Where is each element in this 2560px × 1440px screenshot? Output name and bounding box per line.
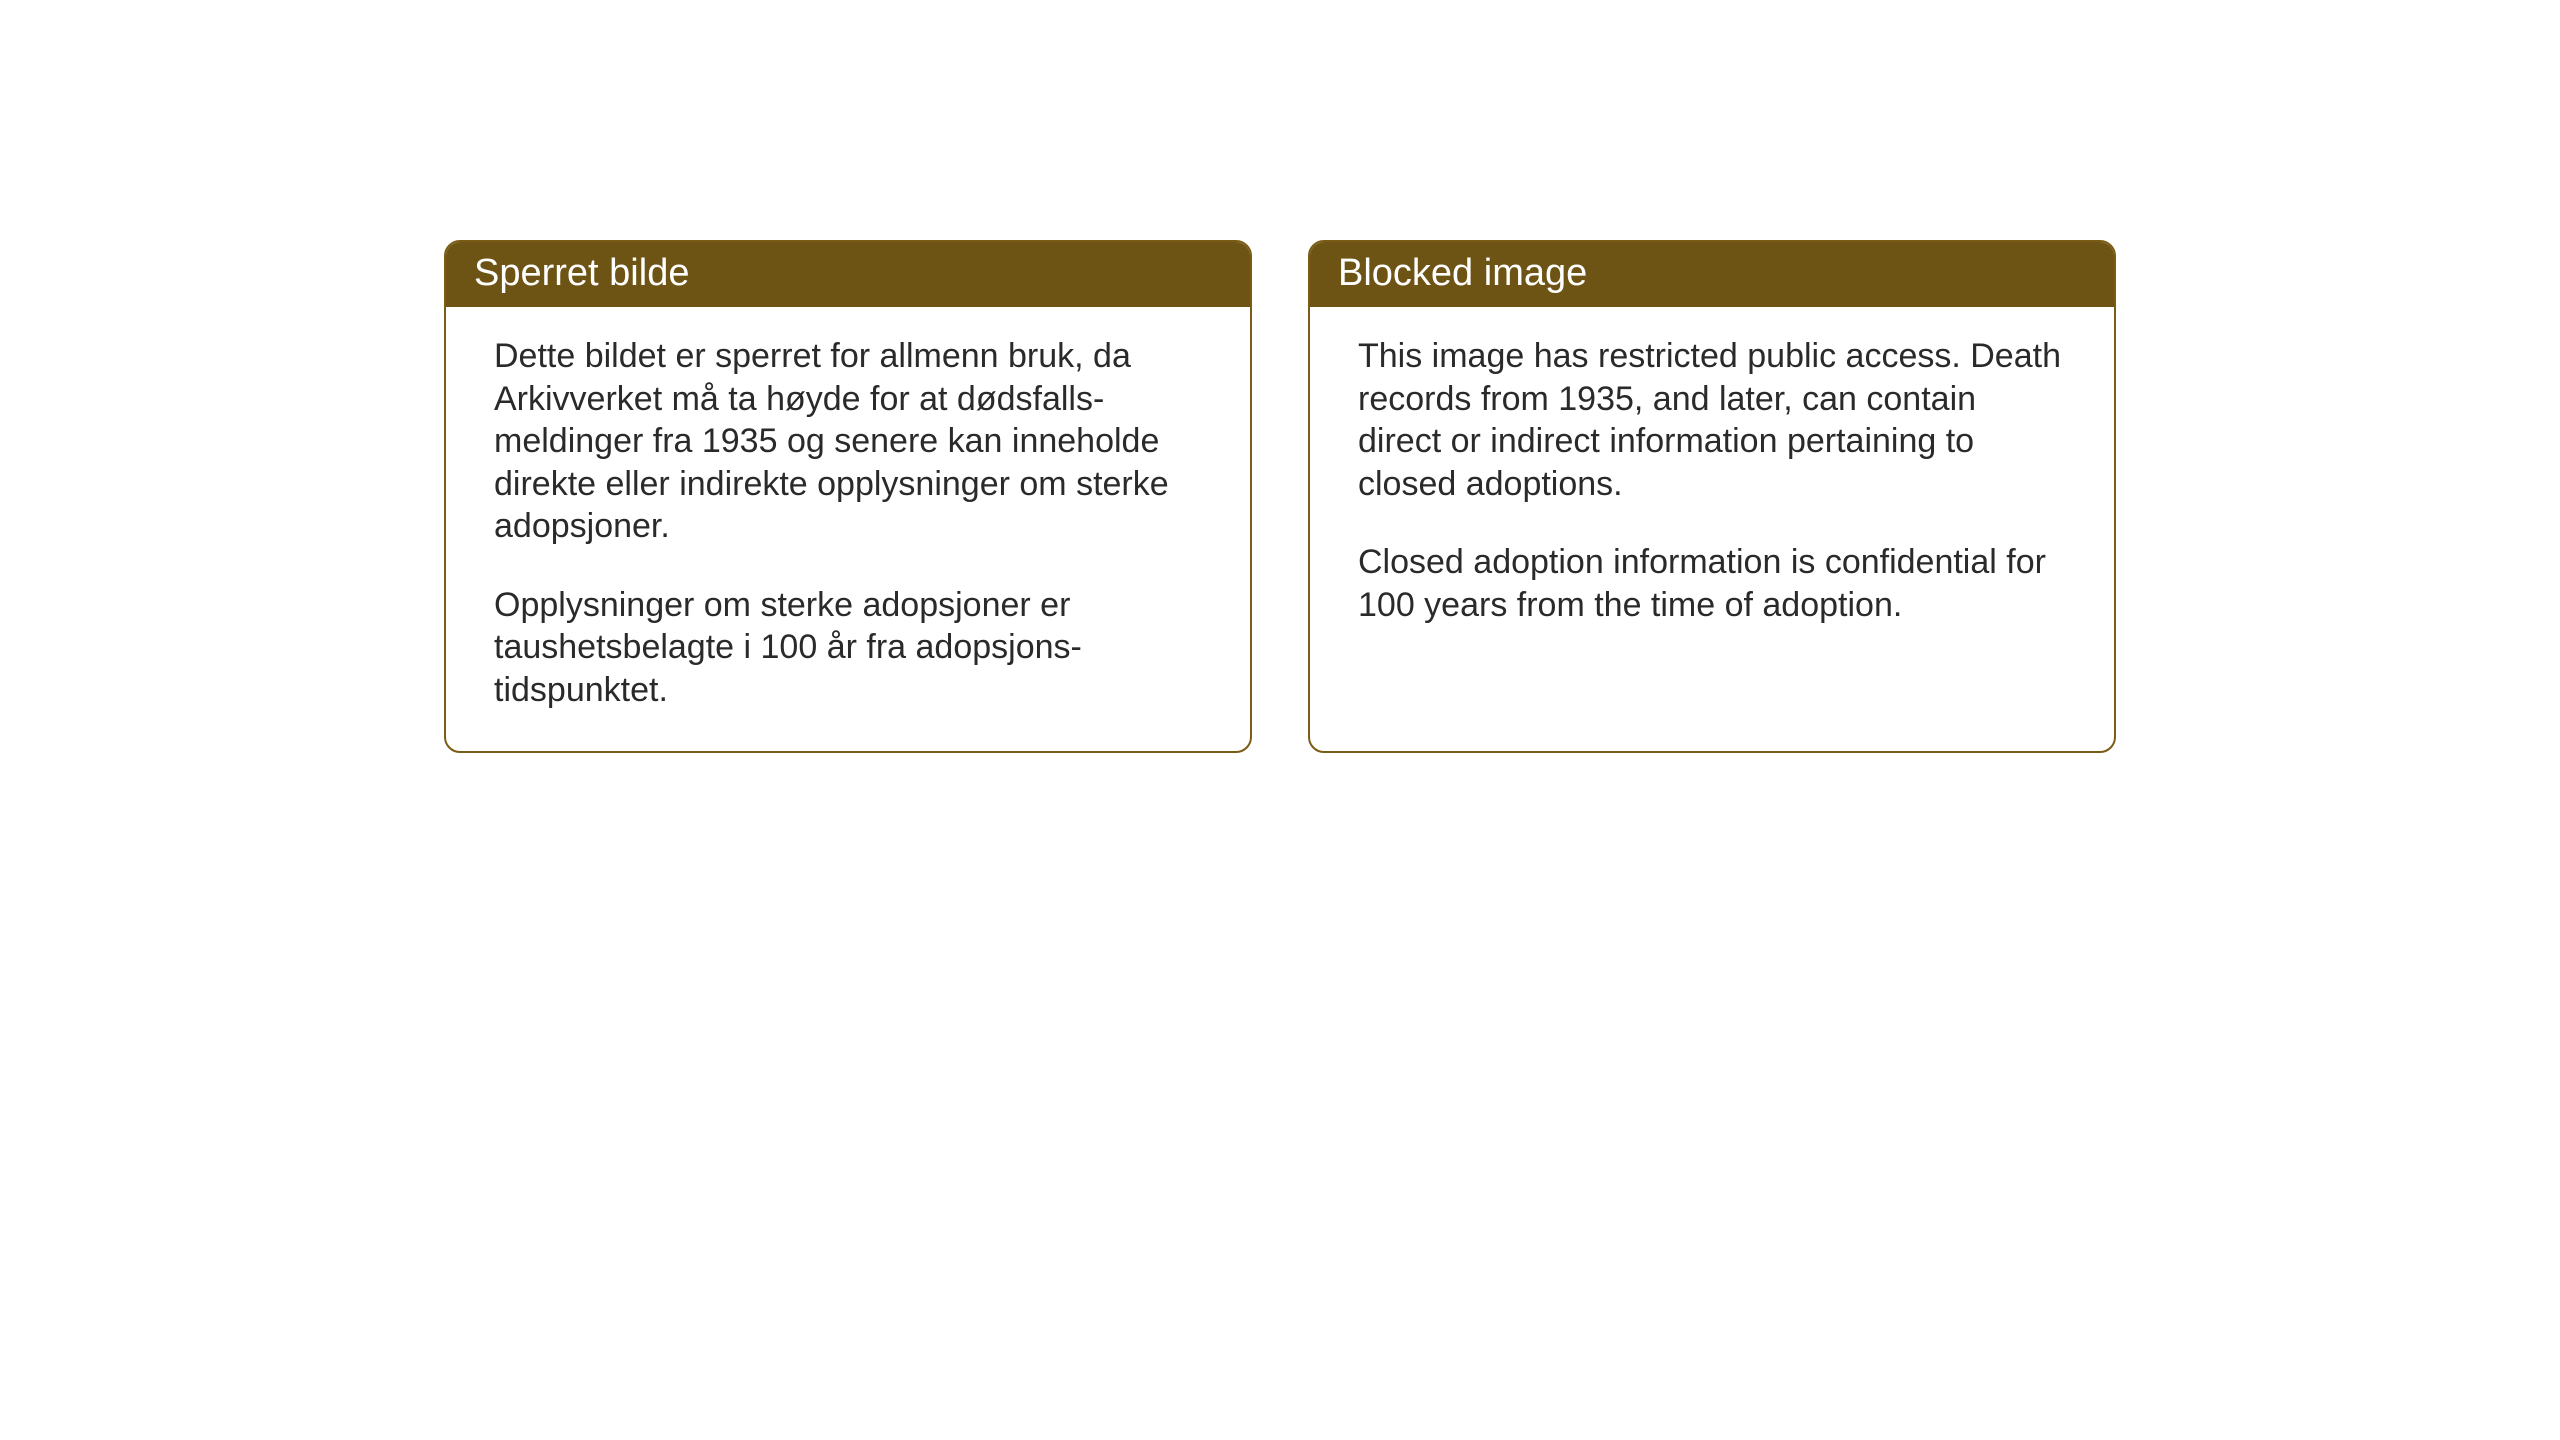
notice-header-norwegian: Sperret bilde — [446, 242, 1250, 307]
notice-paragraph-2-norwegian: Opplysninger om sterke adopsjoner er tau… — [494, 584, 1202, 712]
notice-card-english: Blocked image This image has restricted … — [1308, 240, 2116, 753]
notice-paragraph-1-english: This image has restricted public access.… — [1358, 335, 2066, 505]
notice-paragraph-1-norwegian: Dette bildet er sperret for allmenn bruk… — [494, 335, 1202, 548]
notice-title-norwegian: Sperret bilde — [474, 252, 689, 294]
notice-body-english: This image has restricted public access.… — [1310, 307, 2114, 747]
notice-paragraph-2-english: Closed adoption information is confident… — [1358, 541, 2066, 626]
notice-body-norwegian: Dette bildet er sperret for allmenn bruk… — [446, 307, 1250, 751]
notice-container: Sperret bilde Dette bildet er sperret fo… — [444, 240, 2116, 753]
notice-card-norwegian: Sperret bilde Dette bildet er sperret fo… — [444, 240, 1252, 753]
notice-title-english: Blocked image — [1338, 252, 1587, 294]
notice-header-english: Blocked image — [1310, 242, 2114, 307]
